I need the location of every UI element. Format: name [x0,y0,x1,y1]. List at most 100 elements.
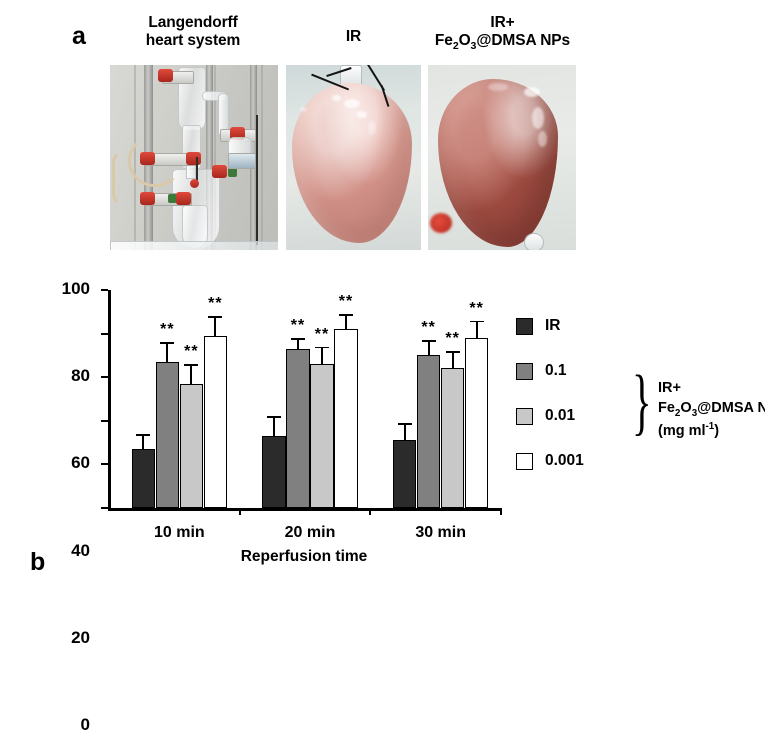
error-bar-cap [421,340,436,342]
x-group-label: 10 min [153,524,205,541]
error-bar [427,340,430,356]
y-tick: 60 [71,376,108,472]
bar-0-01-20min [310,364,334,508]
error-bar-cap [184,364,199,366]
photo-title-line2: heart system [145,32,241,50]
bar-0-01-30min [440,368,465,508]
y-tick-label: 40 [71,540,90,560]
bar-IR-30min [392,440,417,508]
bar-0-1-10min [155,361,180,508]
x-tick [500,508,502,515]
legend-swatch [516,407,533,425]
error-bar [214,316,217,336]
x-group-label: 20 min [284,524,336,541]
y-tick-label: 0 [80,715,90,734]
y-tick: 80 [71,332,108,385]
y-tick: 40 [71,419,108,560]
error-bar [403,422,406,441]
legend-swatch [516,362,533,380]
significance-marker: ** [208,295,223,313]
legend-brace: } [632,361,652,443]
legend-swatch [516,317,533,335]
x-tick [238,508,241,515]
error-bar [475,320,478,338]
error-bar-cap [160,342,175,345]
legend-group-label: IR+ Fe2O3@DMSA NPs (mg ml-1) [658,379,765,441]
significance-marker: ** [445,330,460,348]
legend-group-units: (mg ml-1) [658,420,720,439]
bar-0-1-20min [286,348,310,508]
error-bar-cap [339,313,353,316]
error-bar [297,337,299,349]
significance-marker: ** [338,292,354,310]
legend-label: 0.01 [545,407,576,424]
x-tick [369,508,372,515]
error-bar [273,416,275,437]
panel-b-label: b [30,548,46,576]
error-bar-cap [291,337,305,340]
legend-item-0-1: 0.1 [516,362,567,380]
chart-legend: IR 0.1 0.01 0.001 } IR+ Fe2O3@DMSA NPs (mg … [516,317,765,507]
photo-title-line1: IR+ [490,14,515,31]
y-axis-line [108,290,111,508]
error-bar [451,351,454,369]
bar-IR-20min [262,436,286,508]
significance-marker: ** [421,319,436,337]
legend-label: IR [545,317,561,334]
photo-title-ir-nps: IR+ Fe2O3@DMSA NPs [420,14,585,53]
error-bar-cap [267,416,281,419]
legend-swatch [516,452,533,470]
error-bar [345,313,347,330]
significance-marker: ** [290,316,306,334]
y-tick: 0 [81,507,108,734]
legend-group-line1: IR+ [658,380,681,396]
y-tick-label: 60 [71,453,90,473]
bar-chart-plot-area: 0 20 40 60 80 100 ** ** ** ** ** ** ** ** ** 10 min 20… [62,279,502,734]
y-tick-label: 80 [71,366,90,386]
legend-label: 0.1 [545,362,567,379]
bar-IR-10min [131,449,156,508]
photo-langendorff-apparatus [110,65,278,250]
photo-title-ir: IR [286,28,421,46]
photo-ir-heart [286,65,421,250]
significance-marker: ** [314,325,330,343]
significance-marker: ** [160,321,175,339]
error-bar [190,364,193,384]
y-tick-label: 100 [61,279,90,298]
error-bar-cap [136,433,151,436]
x-axis-line [108,508,500,511]
error-bar-cap [397,422,412,425]
error-bar [142,433,145,450]
legend-item-IR: IR [516,317,561,335]
bar-0-01-10min [179,383,204,508]
bar-0-001-10min [203,335,228,508]
y-tick: 100 [62,279,108,298]
error-bar-cap [208,316,223,318]
y-tick-label: 20 [71,627,90,647]
x-group-label: 30 min [415,524,466,541]
error-bar [321,346,323,365]
photo-title-langendorff: Langendorff heart system [108,14,278,51]
x-axis-title: Reperfusion time [240,548,368,565]
error-bar-cap [315,346,329,349]
photo-ir-nanoparticle-heart [428,65,576,250]
legend-label: 0.001 [545,452,584,469]
error-bar [166,342,169,362]
error-bar-cap [445,351,460,353]
photo-title-line1: Langendorff [148,14,238,31]
bar-0-001-20min [334,329,358,508]
y-tick: 20 [71,463,108,647]
photo-title-line2: Fe2O3@DMSA NPs [434,32,571,53]
significance-marker: ** [469,299,484,317]
bar-0-1-30min [416,355,441,508]
panel-a-label: a [72,22,86,50]
legend-item-0-01: 0.01 [516,407,575,425]
error-bar-cap [469,320,484,323]
photo-title-line1: IR [345,28,362,45]
legend-group-line2: Fe2O3@DMSA NPs [658,399,765,419]
bar-0-001-30min [464,337,489,508]
legend-item-0-001: 0.001 [516,452,584,470]
significance-marker: ** [184,343,199,361]
panel-a-photographs: a Langendorff heart system IR IR+ Fe2O3@… [0,0,765,262]
